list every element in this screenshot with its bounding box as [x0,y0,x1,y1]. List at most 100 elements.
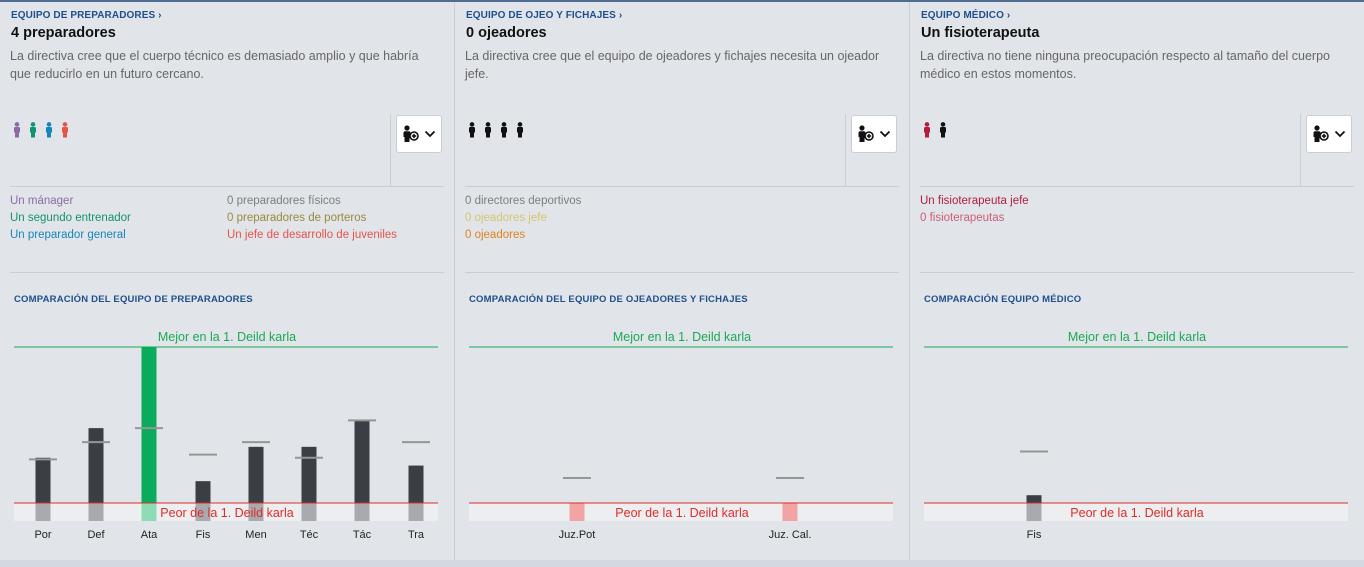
comparison-title: COMPARACIÓN DEL EQUIPO DE PREPARADORES [14,294,253,305]
category-label: Tra [408,529,425,541]
scouting-staff-link[interactable]: EQUIPO DE OJEO Y FICHAJES › [466,10,623,21]
chevron-down-icon [879,130,891,138]
coaching-staff-headline: 4 preparadores [11,25,116,41]
staff-role-item[interactable]: 0 ojeadores [465,229,526,241]
top-accent-line [0,0,1364,2]
divider [10,272,444,273]
staff-icons [467,122,525,138]
divider [845,114,846,186]
person-icon [14,122,20,138]
divider [465,186,899,187]
staff-role-item[interactable]: Un mánager [10,195,74,207]
add-staff-icon [403,125,419,142]
person-icon [924,122,930,138]
best-in-league-label: Mejor en la 1. Deild karla [1068,330,1206,344]
bar-ata[interactable] [141,347,157,503]
staff-icons [12,122,70,138]
person-icon [501,122,507,138]
staff-role-item[interactable]: 0 preparadores físicos [227,195,341,207]
category-label: Téc [300,529,319,541]
divider [920,272,1354,273]
add-staff-icon [1313,125,1329,142]
bar-tra[interactable] [408,465,424,503]
staff-role-item[interactable]: Un jefe de desarrollo de juveniles [227,229,398,241]
bottom-bar [0,560,1364,567]
divider [920,186,1354,187]
bar-base [35,503,51,521]
bar-base [1026,503,1042,521]
best-in-league-label: Mejor en la 1. Deild karla [158,330,296,344]
category-label: Fis [196,529,211,541]
bar-fis[interactable] [1026,495,1042,503]
category-label: Tác [353,529,372,541]
best-in-league-label: Mejor en la 1. Deild karla [613,330,751,344]
worst-in-league-label: Peor de la 1. Deild karla [1070,506,1203,520]
roles-list-left: Un fisioterapeuta jefe 0 fisioterapeutas [920,193,1029,227]
bar-def[interactable] [88,428,104,503]
comparison-title: COMPARACIÓN EQUIPO MÉDICO [924,294,1082,305]
staff-role-item[interactable]: 0 preparadores de porteros [227,212,367,224]
comparison-title: COMPARACIÓN DEL EQUIPO DE OJEADORES Y FI… [469,294,748,305]
bar-base [408,503,424,521]
category-label: Juz. Cal. [769,529,812,541]
staff-role-item[interactable]: 0 ojeadores jefe [465,212,547,224]
chevron-down-icon [1334,130,1346,138]
staff-icons [922,122,948,138]
roles-list-left: Un mánager Un segundo entrenador Un prepar… [10,193,131,244]
bar-men[interactable] [248,446,264,503]
bar-base [195,503,211,521]
bar-base [88,503,104,521]
bar-tc[interactable] [301,446,317,503]
bar-por[interactable] [35,457,51,503]
staff-role-item[interactable]: 0 fisioterapeutas [920,212,1005,224]
bar-tc[interactable] [354,420,370,503]
bar-base [141,503,157,521]
person-icon [62,122,68,138]
staff-role-item[interactable]: Un fisioterapeuta jefe [920,195,1029,207]
add-staff-icon [858,125,874,142]
bar-fis[interactable] [195,481,211,503]
add-staff-dropdown-button[interactable] [396,115,442,153]
bar-base [248,503,264,521]
comparison-chart: Mejor en la 1. Deild karla Por Def Ata Fis Me… [14,330,438,541]
person-icon [940,122,946,138]
chevron-right-icon: › [1006,10,1011,21]
person-icon [30,122,36,138]
medical-staff-link[interactable]: EQUIPO MÉDICO › [921,10,1011,21]
coaching-staff-description: La directiva cree que el cuerpo técnico … [10,49,419,81]
add-staff-dropdown-button[interactable] [851,115,897,153]
bar-base [354,503,370,521]
chevron-down-icon [424,130,436,138]
category-label: Ata [141,529,158,541]
comparison-chart: Mejor en la 1. Deild karla Juz.Pot Juz. Ca… [469,330,893,541]
divider [465,272,899,273]
scouting-staff-panel: EQUIPO DE OJEO Y FICHAJES › 0 ojeadores … [455,2,909,560]
medical-staff-panel: EQUIPO MÉDICO › Un fisioterapeuta La dir… [910,2,1364,560]
add-staff-dropdown-button[interactable] [1306,115,1352,153]
staff-role-item[interactable]: 0 directores deportivos [465,195,582,207]
medical-staff-description: La directiva no tiene ninguna preocupaci… [920,49,1330,81]
category-label: Por [34,529,51,541]
bar-base [569,503,585,521]
worst-in-league-label: Peor de la 1. Deild karla [615,506,748,520]
divider [10,186,444,187]
divider [1300,114,1301,186]
staff-role-item[interactable]: Un segundo entrenador [10,212,131,224]
person-icon [485,122,491,138]
person-icon [517,122,523,138]
staff-role-item[interactable]: Un preparador general [10,229,126,241]
category-label: Def [87,529,105,541]
panel-separator [454,2,455,560]
worst-in-league-band [14,503,438,521]
worst-in-league-label: Peor de la 1. Deild karla [160,506,293,520]
comparison-chart: Mejor en la 1. Deild karla Fis Peor de la … [924,330,1348,541]
category-label: Juz.Pot [559,529,596,541]
panel-separator [909,2,910,560]
bar-base [782,503,798,521]
person-icon [469,122,475,138]
category-label: Men [245,529,266,541]
coaching-staff-link[interactable]: EQUIPO DE PREPARADORES › [11,10,162,21]
scouting-staff-description: La directiva cree que el equipo de ojead… [465,49,880,81]
scouting-staff-headline: 0 ojeadores [466,25,547,41]
medical-staff-headline: Un fisioterapeuta [921,25,1040,41]
